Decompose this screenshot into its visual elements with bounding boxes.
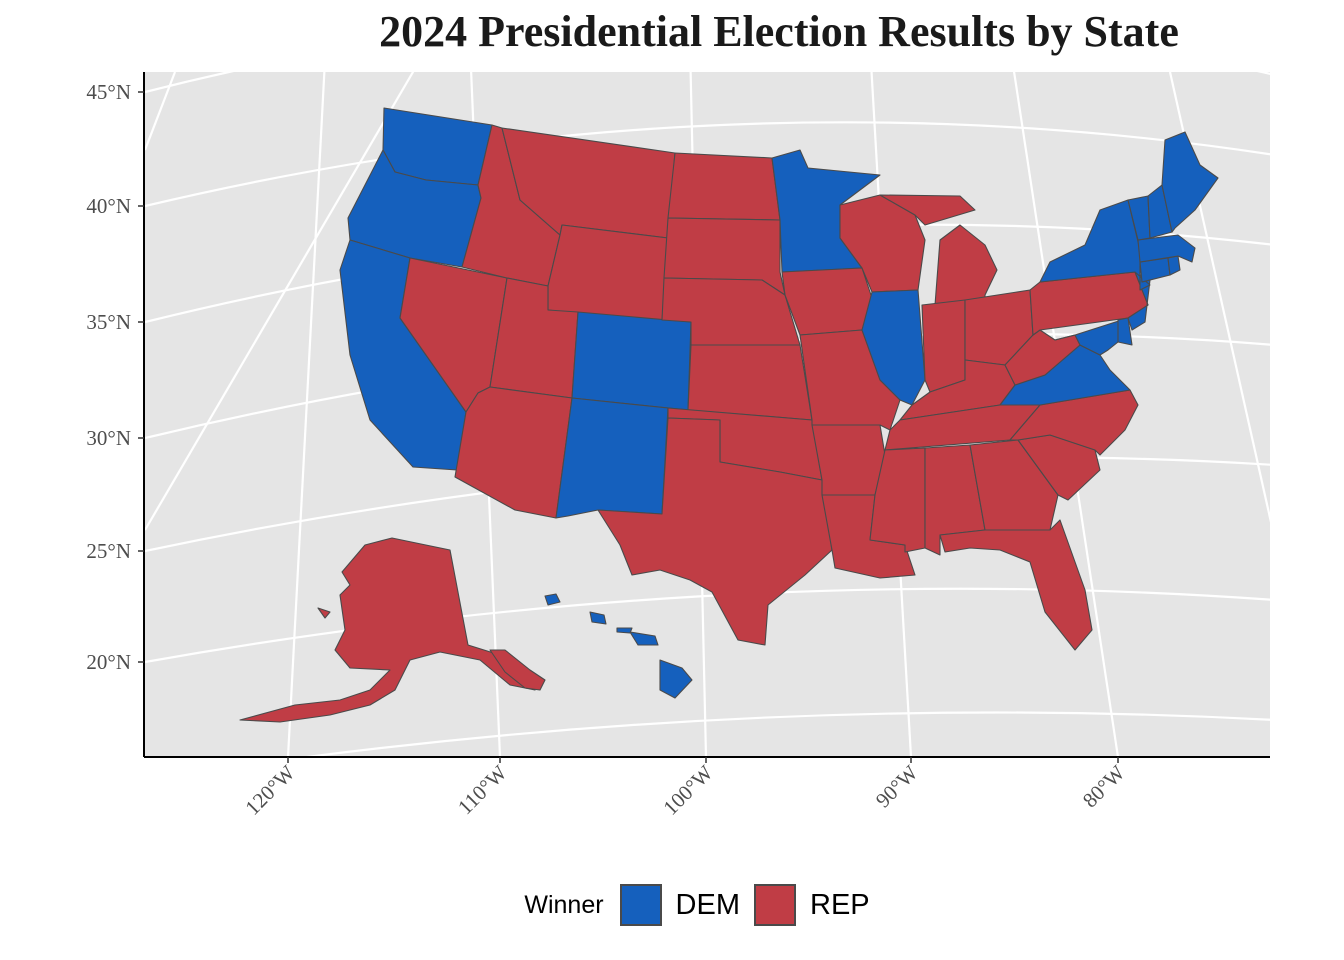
lon-label-120: 120°W — [240, 760, 299, 819]
graticule-lon-120 — [286, 72, 326, 757]
lon-label-100: 100°W — [658, 760, 717, 819]
legend-key-dem — [619, 884, 662, 926]
lat-label-20: 20°N — [86, 650, 131, 674]
state-florida — [939, 519, 1093, 651]
state-hawaii-molokai — [616, 627, 633, 634]
state-massachusetts — [1137, 234, 1196, 263]
lon-label-110: 110°W — [453, 760, 512, 819]
state-texas — [597, 417, 833, 646]
chart-title: 2024 Presidential Election Results by St… — [379, 7, 1179, 56]
state-alaska-island — [317, 607, 331, 619]
state-illinois — [861, 289, 926, 406]
state-hawaii-oahu — [589, 611, 607, 625]
legend-label-rep: REP — [810, 888, 870, 921]
states-layer — [239, 107, 1219, 723]
state-maine — [1161, 131, 1219, 233]
state-new-mexico — [555, 397, 669, 519]
lat-label-45: 45°N — [86, 80, 131, 104]
legend-title: Winner — [524, 890, 604, 919]
state-maryland — [1054, 317, 1129, 356]
legend-item-dem: DEM — [619, 884, 740, 926]
state-arkansas — [811, 424, 886, 496]
state-hawaii-big-island — [659, 659, 693, 699]
graticule-lat-40 — [145, 121, 1270, 208]
lat-label-25: 25°N — [86, 539, 131, 563]
lon-label-80: 80°W — [1078, 760, 1130, 812]
state-delaware — [1117, 317, 1133, 346]
state-hawaii-maui — [629, 631, 659, 646]
graticule-lon-125 — [145, 72, 415, 531]
y-tick-labels: 45°N 40°N 35°N 30°N 25°N 20°N — [86, 80, 131, 674]
legend-label-dem: DEM — [675, 888, 740, 921]
x-tick-labels: 120°W 110°W 100°W 90°W 80°W — [240, 760, 1129, 819]
lon-label-90: 90°W — [871, 760, 923, 812]
legend-item-rep: REP — [754, 884, 870, 926]
lat-label-40: 40°N — [86, 194, 131, 218]
state-indiana — [921, 299, 966, 393]
state-hawaii-kauai — [544, 593, 561, 606]
y-ticks — [138, 91, 144, 663]
lat-label-30: 30°N — [86, 426, 131, 450]
state-kansas — [687, 344, 813, 421]
graticule-lon-130 — [145, 72, 177, 151]
legend: Winner DEM REP — [0, 884, 1344, 926]
state-wyoming — [547, 224, 669, 323]
state-georgia — [969, 439, 1059, 531]
lat-label-35: 35°N — [86, 310, 131, 334]
state-north-dakota — [667, 152, 781, 221]
state-colorado — [571, 311, 692, 411]
state-alaska-panhandle — [489, 649, 546, 691]
legend-key-rep — [754, 884, 796, 926]
x-ticks — [287, 757, 1119, 763]
